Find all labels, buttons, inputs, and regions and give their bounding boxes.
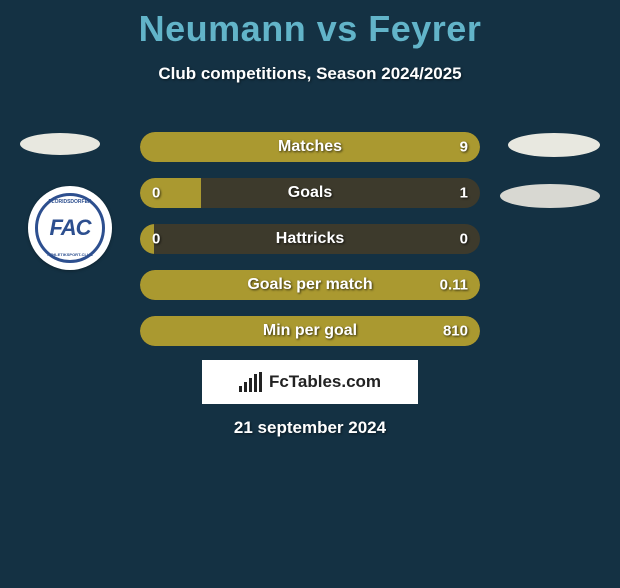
stat-label: Min per goal bbox=[263, 322, 357, 340]
date-text: 21 september 2024 bbox=[234, 418, 386, 438]
stat-row-hattricks: 0 Hattricks 0 bbox=[140, 224, 480, 254]
stat-row-goals-per-match: Goals per match 0.11 bbox=[140, 270, 480, 300]
bar-chart-icon bbox=[239, 372, 263, 392]
left-placeholder-ellipse bbox=[20, 133, 100, 155]
player2-name: Feyrer bbox=[368, 8, 481, 49]
branding-box: FcTables.com bbox=[202, 360, 418, 404]
badge-text-bottom: ATHLETIKSPORT-CLUB bbox=[47, 252, 92, 257]
stat-row-goals: 0 Goals 1 bbox=[140, 178, 480, 208]
badge-acronym: FAC bbox=[50, 215, 91, 241]
stat-right-value: 810 bbox=[443, 323, 468, 340]
branding-text: FcTables.com bbox=[269, 372, 381, 392]
right-placeholder-ellipse-1 bbox=[508, 133, 600, 157]
badge-text-top: FLORIDSDORFER bbox=[48, 199, 91, 205]
stat-label: Goals bbox=[288, 184, 332, 202]
stats-container: Matches 9 0 Goals 1 0 Hattricks 0 Goals … bbox=[140, 132, 480, 362]
club-badge: FLORIDSDORFER FAC ATHLETIKSPORT-CLUB bbox=[28, 186, 112, 270]
right-placeholder-ellipse-2 bbox=[500, 184, 600, 208]
stat-row-matches: Matches 9 bbox=[140, 132, 480, 162]
player1-name: Neumann bbox=[139, 8, 307, 49]
club-badge-ring: FLORIDSDORFER FAC ATHLETIKSPORT-CLUB bbox=[35, 193, 105, 263]
stat-label: Hattricks bbox=[276, 230, 344, 248]
stat-right-value: 9 bbox=[460, 139, 468, 156]
stat-left-value: 0 bbox=[152, 185, 160, 202]
subtitle: Club competitions, Season 2024/2025 bbox=[0, 64, 620, 84]
stat-left-value: 0 bbox=[152, 231, 160, 248]
stat-right-value: 0.11 bbox=[440, 277, 468, 294]
vs-text: vs bbox=[317, 8, 358, 49]
stat-right-value: 0 bbox=[460, 231, 468, 248]
stat-row-min-per-goal: Min per goal 810 bbox=[140, 316, 480, 346]
stat-fill bbox=[140, 178, 201, 208]
stat-right-value: 1 bbox=[460, 185, 468, 202]
stat-label: Goals per match bbox=[247, 276, 372, 294]
stat-label: Matches bbox=[278, 138, 342, 156]
comparison-title: Neumann vs Feyrer bbox=[0, 8, 620, 50]
